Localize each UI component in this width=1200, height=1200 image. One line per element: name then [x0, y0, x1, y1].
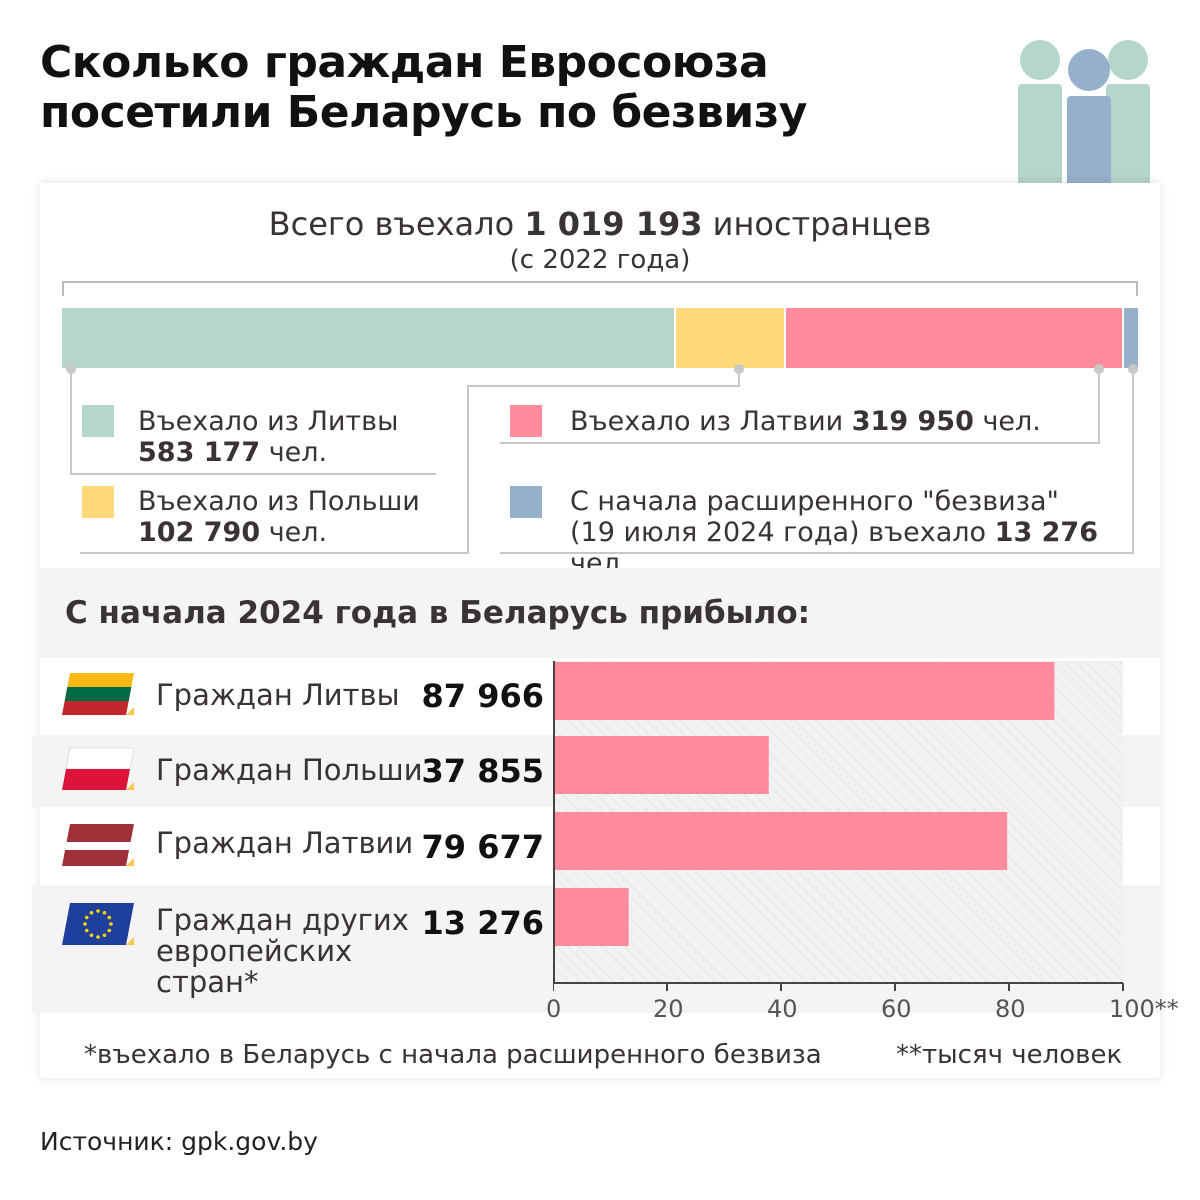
legend-swatch-other [510, 486, 542, 518]
section-title: С начала 2024 года в Беларусь прибыло: [65, 595, 811, 631]
bar-chart [553, 661, 1124, 991]
x-tick-label: 80 [995, 995, 1026, 1023]
connector-line [80, 552, 469, 554]
eu-star [89, 933, 94, 938]
row-label-other-line1: Граждан других [156, 903, 409, 937]
legend-swatch-lithuania [82, 405, 114, 437]
connector-line [467, 385, 469, 553]
legend-poland-label: Въехало из Польши [138, 486, 420, 517]
x-tick-label: 100** [1109, 995, 1179, 1023]
legend-swatch-poland [82, 486, 114, 518]
legend-poland-value: 102 790 [138, 517, 261, 548]
eu-star [84, 915, 89, 920]
total-value: 1 019 193 [524, 205, 703, 243]
stack-segment-lithuania [62, 308, 677, 368]
total-suffix: иностранцев [702, 205, 932, 243]
footnote-left: *въехало в Беларусь с начала расширенног… [84, 1040, 822, 1070]
total-heading: Всего въехало 1 019 193 иностранцев [40, 205, 1160, 243]
bar-3 [553, 888, 629, 946]
eu-star [96, 935, 100, 939]
eu-star [109, 922, 113, 926]
eu-star [107, 928, 112, 933]
total-subtitle: (с 2022 года) [509, 245, 691, 275]
row-label-poland: Граждан Польши [156, 753, 423, 787]
legend-lithuania-unit: чел. [260, 437, 328, 468]
bar-1 [553, 736, 769, 794]
row-value-other: 13 276 [421, 904, 544, 942]
row-label-lithuania: Граждан Литвы [156, 678, 400, 712]
row-value-poland: 37 855 [421, 752, 544, 790]
legend-swatch-latvia [510, 405, 542, 437]
eu-flag-icon [62, 903, 134, 945]
footnote-right: **тысяч человек [896, 1040, 1123, 1070]
source-text: Источник: gpk.gov.by [40, 1127, 318, 1156]
eu-star [89, 910, 94, 915]
eu-star [107, 915, 112, 920]
x-tick-label: 60 [881, 995, 912, 1023]
stack-segment-other [1124, 308, 1138, 368]
eu-star [84, 928, 89, 933]
connector-line [500, 552, 1134, 554]
bar-0 [553, 662, 1055, 720]
legend-other-line1: С начала расширенного "безвиза" [570, 486, 1059, 517]
connector-line [500, 442, 1100, 444]
row-label-other-line2: европейских [156, 934, 353, 968]
eu-star [102, 910, 107, 915]
legend-poland-unit: чел. [260, 517, 328, 548]
total-stacked-bar [62, 308, 1138, 368]
legend-lithuania-label: Въехало из Литвы [138, 406, 399, 437]
bar-2 [553, 812, 1008, 870]
x-tick-label: 0 [546, 995, 562, 1023]
legend-other: С начала расширенного "безвиза" (19 июля… [570, 486, 1160, 579]
stack-segment-latvia [786, 308, 1125, 368]
x-tick-label: 40 [767, 995, 798, 1023]
row-label-latvia: Граждан Латвии [156, 826, 414, 860]
legend-lithuania: Въехало из Литвы 583 177 чел. [138, 406, 398, 468]
page-title: Сколько граждан Евросоюза посетили Белар… [40, 37, 807, 138]
stack-segment-poland [676, 308, 787, 368]
eu-star [83, 922, 87, 926]
connector-line [467, 385, 740, 387]
legend-latvia-unit: чел. [973, 406, 1041, 437]
total-bracket [62, 281, 1138, 296]
total-prefix: Всего въехало [268, 205, 525, 243]
row-value-lithuania: 87 966 [421, 677, 544, 715]
connector-line [1132, 368, 1134, 554]
legend-latvia: Въехало из Латвии 319 950 чел. [570, 406, 1041, 437]
row-value-latvia: 79 677 [421, 828, 544, 866]
section-header-background [40, 568, 1160, 658]
legend-latvia-value: 319 950 [851, 406, 974, 437]
x-tick-label: 20 [653, 995, 684, 1023]
connector-line [1098, 368, 1100, 444]
people-icon [1018, 40, 1150, 211]
row-label-other: Граждан других европейских стран* [156, 905, 409, 998]
connector-line [738, 368, 740, 386]
legend-lithuania-value: 583 177 [138, 437, 261, 468]
row-label-other-line3: стран* [156, 965, 259, 999]
lithuania-flag-icon [62, 673, 134, 715]
legend-other-line2: (19 июля 2024 года) въехало [570, 517, 995, 548]
infographic-card: Всего въехало 1 019 193 иностранцев (с 2… [32, 183, 1179, 1078]
legend-other-value: 13 276 [994, 517, 1098, 548]
legend-poland: Въехало из Польши 102 790 чел. [138, 486, 420, 548]
latvia-flag-icon [62, 824, 134, 866]
eu-star [96, 909, 100, 913]
connector-line [70, 368, 72, 474]
eu-star [102, 933, 107, 938]
connector-line [70, 473, 436, 475]
legend-latvia-label: Въехало из Латвии [570, 406, 852, 437]
poland-flag-icon [62, 747, 135, 790]
